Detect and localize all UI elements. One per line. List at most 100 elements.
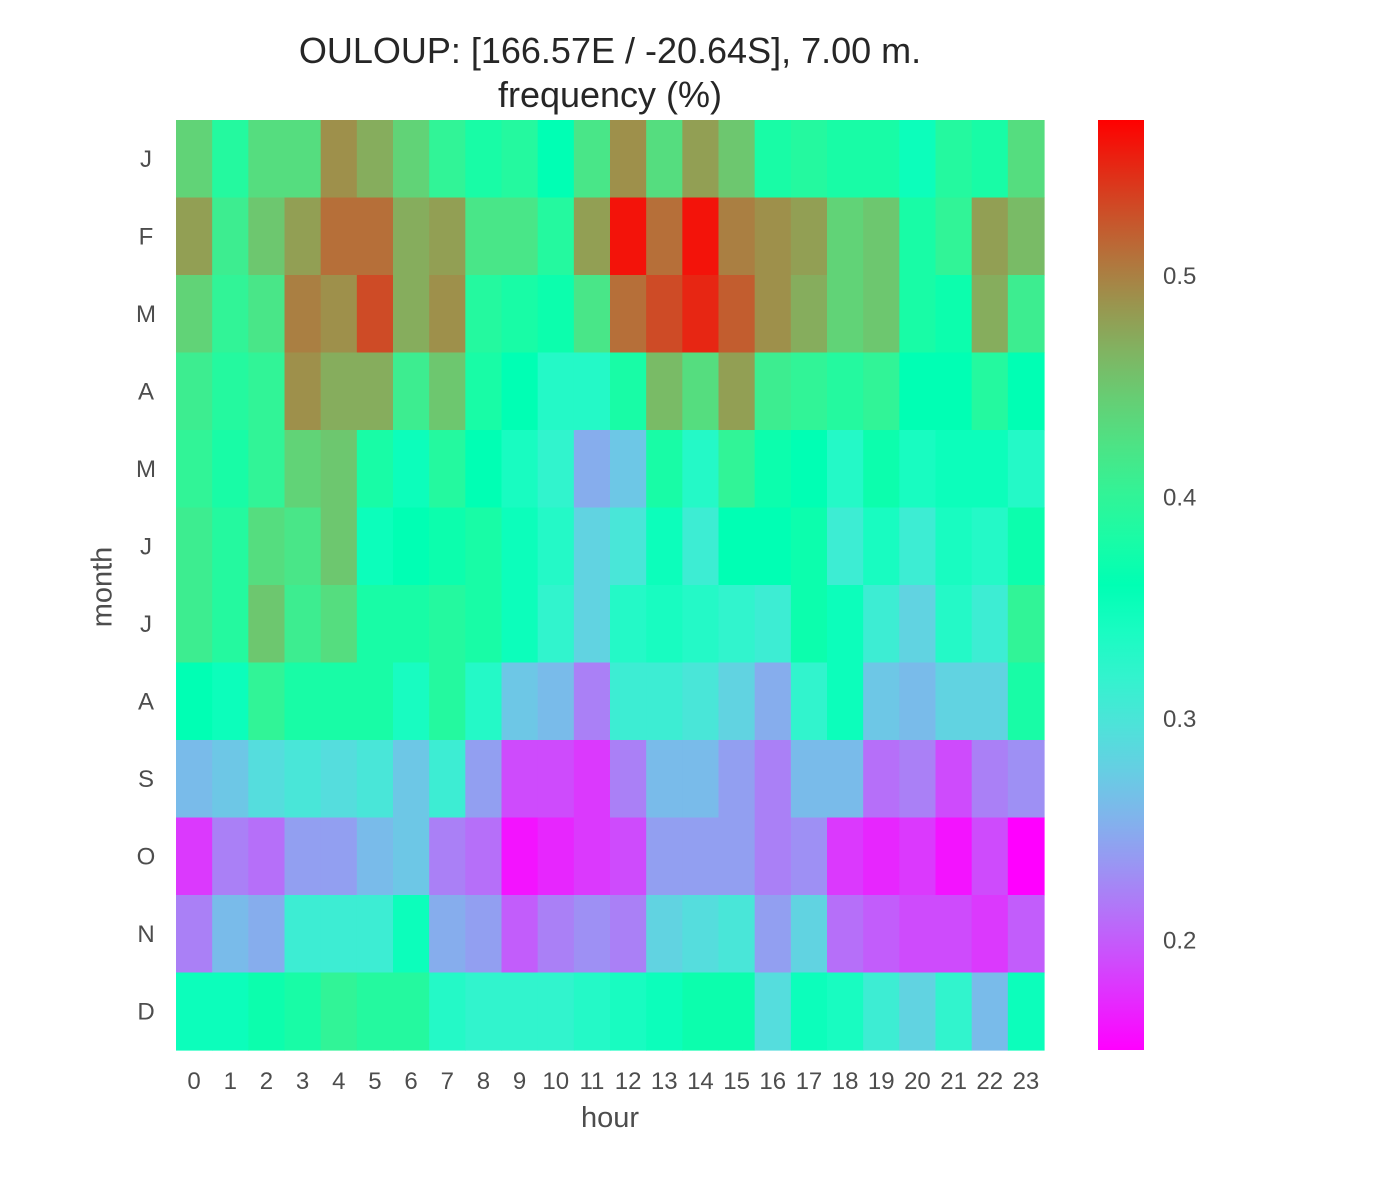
heatmap-cell — [212, 662, 249, 741]
x-tick-label: 18 — [832, 1068, 859, 1095]
heatmap-cell — [790, 430, 828, 509]
x-tick-label: 22 — [976, 1068, 1003, 1095]
heatmap-cell — [537, 275, 575, 354]
x-tick-label: 14 — [687, 1068, 714, 1095]
x-tick-label: 0 — [187, 1068, 200, 1095]
heatmap-cell — [899, 817, 937, 896]
heatmap-cell — [248, 972, 286, 1051]
heatmap-cell — [899, 275, 937, 354]
heatmap-cell — [356, 275, 394, 354]
heatmap-cell — [537, 352, 575, 431]
heatmap-cell — [827, 740, 864, 819]
heatmap-cell — [754, 895, 792, 974]
heatmap-cell — [610, 740, 647, 819]
heatmap-cell — [320, 662, 358, 741]
heatmap-cell — [682, 197, 720, 276]
heatmap-cell — [863, 662, 900, 741]
heatmap-cell — [971, 662, 1009, 741]
heatmap-cell — [827, 120, 864, 199]
y-tick-label: M — [136, 456, 156, 483]
y-tick-label: A — [138, 378, 154, 405]
heatmap-cell — [465, 972, 503, 1051]
heatmap-cell — [1007, 197, 1045, 276]
heatmap-cell — [501, 352, 539, 431]
heatmap-cell — [718, 662, 756, 741]
heatmap-cell — [465, 120, 503, 199]
heatmap-cell — [754, 197, 792, 276]
heatmap-cell — [248, 740, 286, 819]
colorbar-tick-label: 0.5 — [1163, 263, 1196, 290]
heatmap-cell — [212, 895, 249, 974]
heatmap-cell — [935, 197, 973, 276]
heatmap-cell — [429, 585, 466, 664]
heatmap-cell — [284, 352, 322, 431]
heatmap-cell — [646, 197, 683, 276]
heatmap-cell — [899, 662, 937, 741]
heatmap-cell — [1007, 895, 1045, 974]
heatmap-cell — [429, 352, 466, 431]
x-tick-label: 20 — [904, 1068, 931, 1095]
heatmap-cell — [610, 197, 647, 276]
heatmap-cell — [212, 740, 249, 819]
heatmap-cell — [212, 817, 249, 896]
heatmap-cell — [646, 895, 683, 974]
heatmap-cell — [935, 120, 973, 199]
heatmap-cell — [320, 120, 358, 199]
heatmap-cell — [754, 275, 792, 354]
y-tick-label: M — [136, 301, 156, 328]
heatmap-cell — [754, 817, 792, 896]
y-tick-label: S — [138, 766, 154, 793]
heatmap-cell — [1007, 352, 1045, 431]
heatmap-cell — [501, 662, 539, 741]
heatmap-cell — [537, 972, 575, 1051]
colorbar-tick-labels: 0.2 0.3 0.4 0.5 — [1163, 263, 1196, 954]
heatmap-cell — [356, 352, 394, 431]
heatmap-cell — [863, 972, 900, 1051]
heatmap-cell — [320, 352, 358, 431]
heatmap-cell — [212, 972, 249, 1051]
colorbar-tick-label: 0.2 — [1163, 927, 1196, 954]
x-tick-label: 4 — [332, 1068, 345, 1095]
heatmap-cell — [935, 507, 973, 586]
heatmap-cell — [537, 895, 575, 974]
heatmap-cell — [863, 585, 900, 664]
heatmap-cell — [899, 740, 937, 819]
heatmap-cell — [899, 585, 937, 664]
heatmap-cell — [1007, 817, 1045, 896]
heatmap-cell — [682, 817, 720, 896]
heatmap-cell — [754, 120, 792, 199]
heatmap-cell — [356, 197, 394, 276]
colorbar-tick-label: 0.3 — [1163, 706, 1196, 733]
heatmap-cell — [863, 120, 900, 199]
heatmap-cell — [501, 585, 539, 664]
heatmap-cell — [501, 197, 539, 276]
heatmap-cell — [284, 430, 322, 509]
heatmap-cell — [1007, 430, 1045, 509]
heatmap-cell — [646, 662, 683, 741]
x-tick-label: 7 — [441, 1068, 454, 1095]
heatmap-cell — [465, 352, 503, 431]
heatmap-cell — [863, 197, 900, 276]
heatmap-cell — [935, 817, 973, 896]
heatmap-cell — [284, 197, 322, 276]
heatmap-cell — [429, 895, 466, 974]
heatmap-cell — [465, 895, 503, 974]
heatmap-cell — [899, 895, 937, 974]
x-tick-label: 15 — [723, 1068, 750, 1095]
heatmap-cell — [465, 430, 503, 509]
heatmap-cell — [1007, 275, 1045, 354]
heatmap-cell — [971, 507, 1009, 586]
heatmap-cell — [356, 972, 394, 1051]
heatmap-cell — [284, 585, 322, 664]
heatmap-cell — [935, 585, 973, 664]
heatmap-cell — [248, 662, 286, 741]
heatmap-cell — [610, 662, 647, 741]
heatmap-cell — [248, 120, 286, 199]
heatmap-cell — [537, 662, 575, 741]
heatmap-cell — [248, 275, 286, 354]
heatmap-cell — [320, 507, 358, 586]
heatmap-cell — [754, 585, 792, 664]
colorbar-tick-label: 0.4 — [1163, 484, 1196, 511]
heatmap-cell — [429, 662, 466, 741]
heatmap-cell — [176, 662, 213, 741]
